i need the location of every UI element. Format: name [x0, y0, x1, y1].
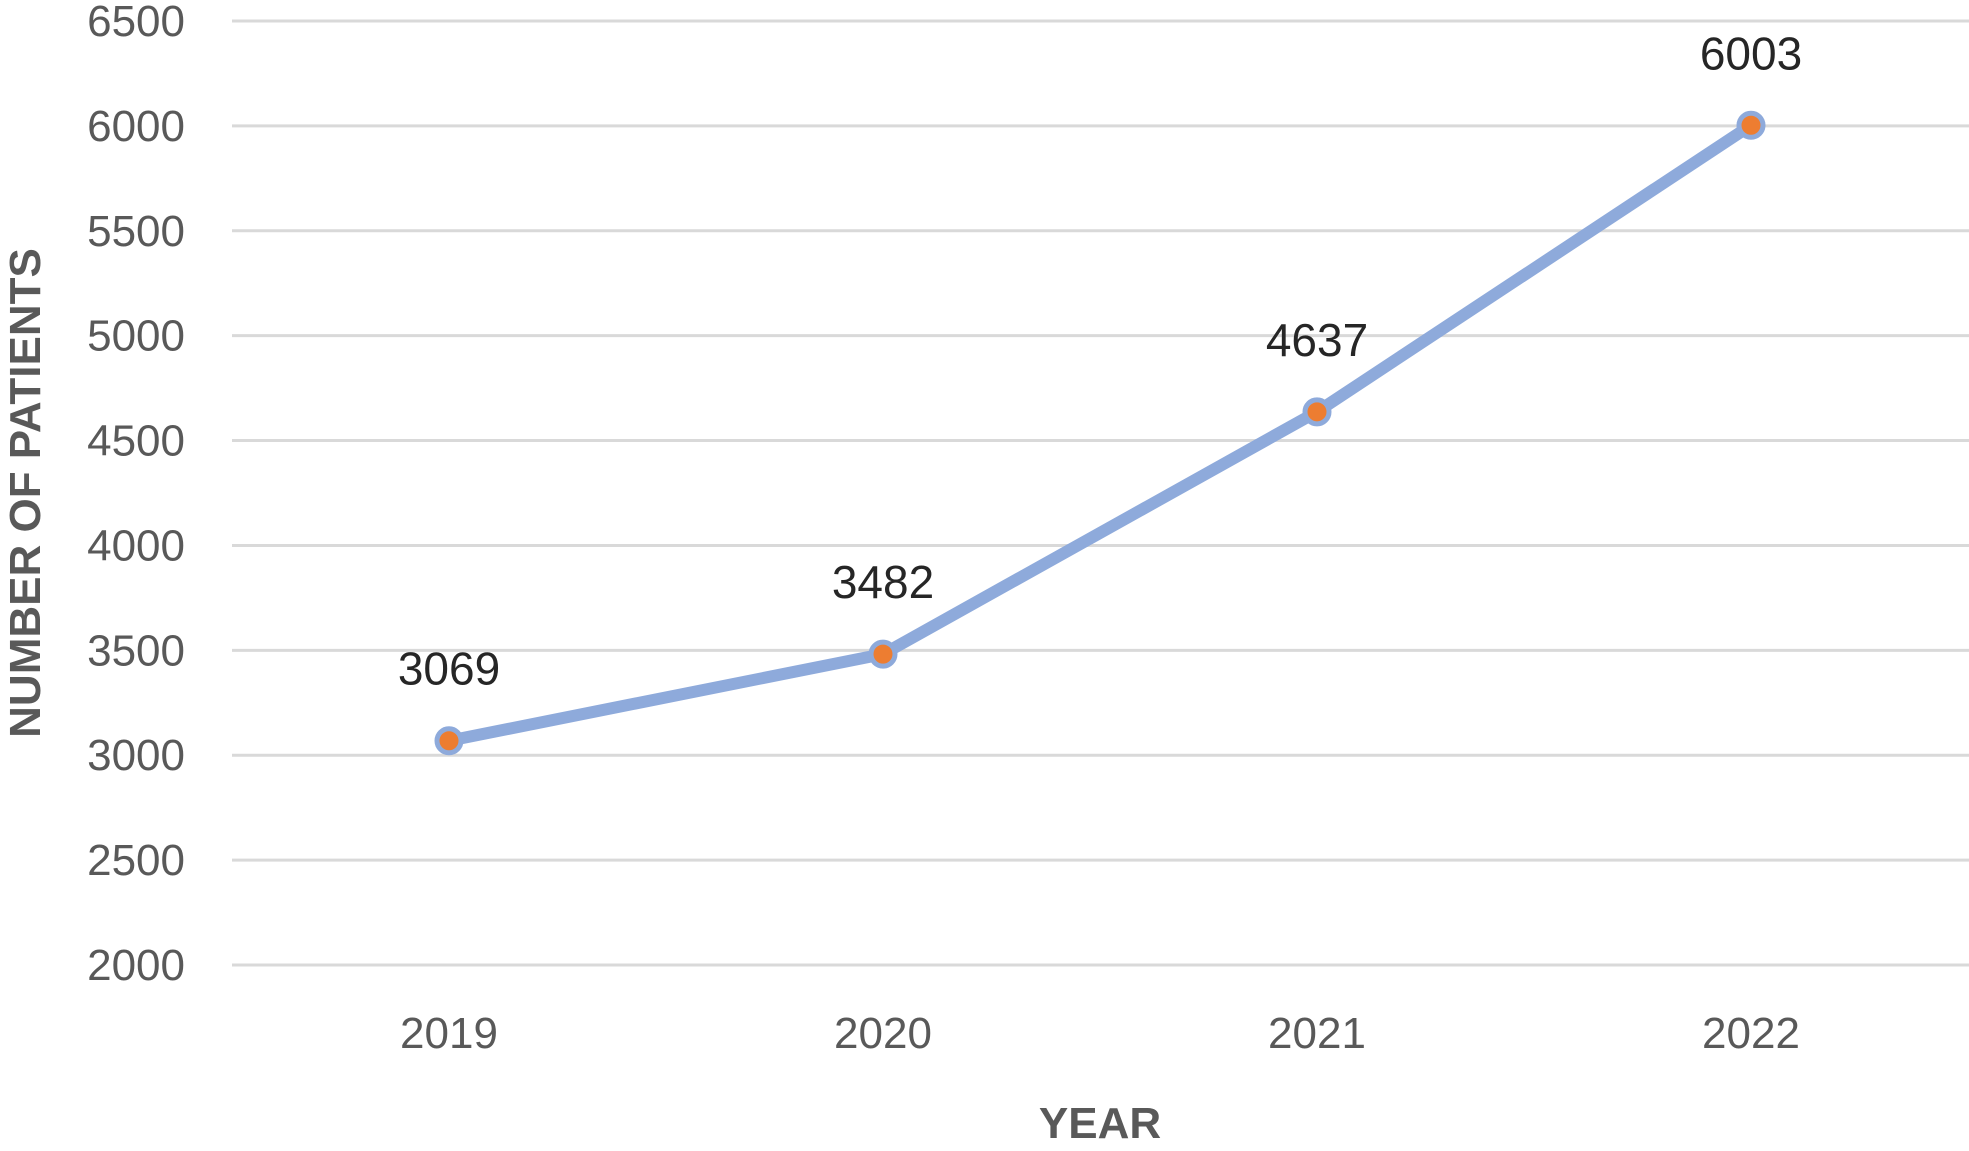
y-tick-label-3000: 3000 [87, 731, 185, 780]
x-axis-ticks: 2019 2020 2021 2022 [400, 1009, 1800, 1058]
x-axis-title: YEAR [1039, 1099, 1161, 1148]
data-point-2021 [1302, 397, 1332, 427]
y-tick-label-2500: 2500 [87, 836, 185, 885]
y-axis-title: NUMBER OF PATIENTS [1, 248, 50, 738]
y-tick-label-2000: 2000 [87, 941, 185, 990]
data-point-2020 [868, 639, 898, 669]
x-tick-label-2021: 2021 [1268, 1009, 1366, 1058]
data-labels: 3069 3482 4637 6003 [398, 27, 1802, 694]
data-label-2021: 4637 [1266, 314, 1368, 366]
y-tick-label-4000: 4000 [87, 521, 185, 570]
data-label-2019: 3069 [398, 643, 500, 695]
y-axis-ticks: 2000 2500 3000 3500 4000 4500 5000 5500 6000 6500 [87, 0, 185, 990]
y-tick-label-5500: 5500 [87, 207, 185, 256]
data-point-2019 [434, 726, 464, 756]
y-tick-label-6500: 6500 [87, 0, 185, 46]
x-tick-label-2022: 2022 [1702, 1009, 1800, 1058]
y-tick-label-5000: 5000 [87, 312, 185, 361]
x-tick-label-2019: 2019 [400, 1009, 498, 1058]
series-line-0 [443, 119, 1757, 747]
gridlines [232, 19, 1969, 967]
x-tick-label-2020: 2020 [834, 1009, 932, 1058]
data-label-2022: 6003 [1700, 27, 1802, 79]
y-tick-label-6000: 6000 [87, 102, 185, 151]
y-tick-label-4500: 4500 [87, 417, 185, 466]
series-line-group [434, 110, 1766, 756]
data-point-2022 [1736, 110, 1766, 140]
y-tick-label-3500: 3500 [87, 626, 185, 675]
data-label-2020: 3482 [832, 556, 934, 608]
